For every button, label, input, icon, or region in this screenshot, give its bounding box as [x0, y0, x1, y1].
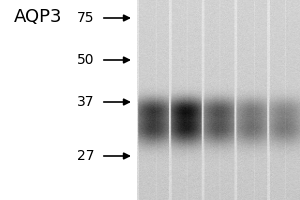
Text: 50: 50: [77, 53, 94, 67]
Text: 27: 27: [77, 149, 94, 163]
Text: AQP3: AQP3: [14, 8, 62, 26]
Text: 75: 75: [77, 11, 94, 25]
Text: 37: 37: [77, 95, 94, 109]
